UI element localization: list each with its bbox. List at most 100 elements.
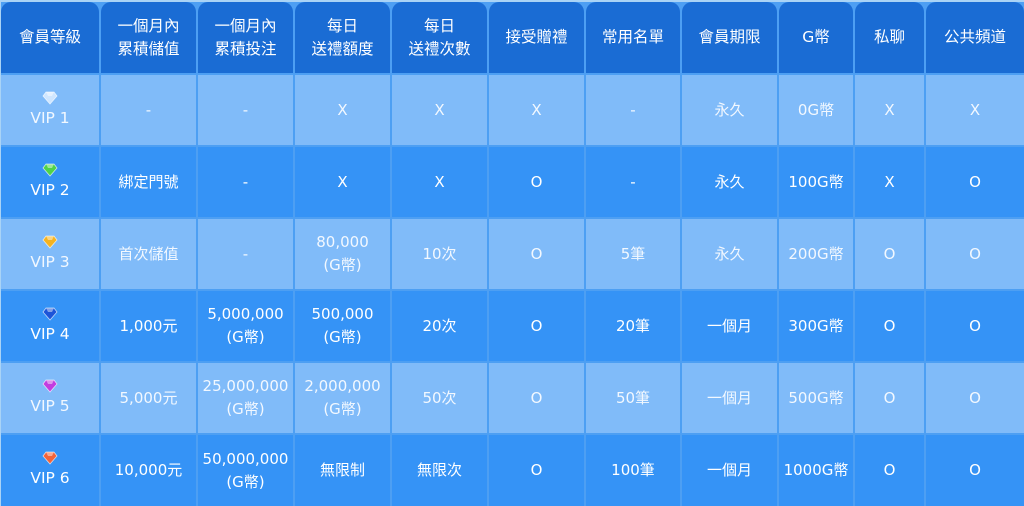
cell-text: - — [145, 100, 152, 119]
cell-text: 永久 — [714, 100, 745, 119]
cell-text: O — [969, 388, 981, 407]
cell-text: 會員等級 — [18, 28, 81, 46]
cell-text: 會員期限 — [698, 28, 761, 46]
cell-text: (G幣) — [226, 400, 265, 418]
cell-text: - — [242, 172, 249, 191]
table-cell: 永久 — [682, 147, 777, 217]
vip-level-cell: VIP 3 — [1, 219, 99, 289]
cell-text: (G幣) — [226, 328, 265, 346]
cell-text: 5,000元 — [119, 388, 178, 407]
cell-text: 80,000 — [316, 233, 369, 251]
table-cell: 50筆 — [586, 363, 680, 433]
vip-level-label: VIP 4 — [30, 324, 70, 343]
table-cell: O — [855, 435, 924, 506]
vip-level-cell: VIP 4 — [1, 291, 99, 361]
table-cell: 一個月 — [682, 363, 777, 433]
cell-text: G幣 — [802, 28, 830, 46]
cell-text: 100筆 — [611, 461, 655, 479]
cell-text: 一個月內 — [214, 16, 277, 35]
cell-text: 永久 — [714, 172, 745, 191]
cell-text: O — [883, 316, 896, 335]
cell-text: 一個月內 — [117, 16, 180, 35]
table-cell: 無限制 — [295, 435, 390, 506]
cell-text: 送禮次數 — [408, 39, 471, 58]
cell-text: 私聊 — [873, 28, 905, 46]
cell-text: 100G幣 — [788, 172, 844, 191]
vip-level-label: VIP 6 — [30, 469, 70, 487]
diamond-icon — [42, 307, 58, 321]
cell-text: X — [969, 100, 981, 119]
cell-text: 5,000,000 — [207, 305, 284, 323]
cell-text: 20筆 — [615, 316, 651, 335]
cell-text: (G幣) — [226, 472, 265, 491]
cell-text: 10次 — [422, 244, 457, 263]
table-cell: X — [295, 147, 390, 217]
column-header: 一個月內 累積儲值 — [101, 2, 196, 73]
table-cell: - — [198, 147, 293, 217]
table-cell: 500G幣 — [779, 363, 853, 433]
cell-text: 綁定門號 — [118, 172, 179, 191]
cell-text: 200G幣 — [788, 244, 844, 263]
vip-level-cell: VIP 5 — [1, 363, 99, 433]
cell-text: O — [883, 244, 896, 263]
table-cell: O — [926, 147, 1024, 217]
vip-level-cell: VIP 2 — [1, 147, 99, 217]
cell-text: 25,000,000 — [202, 377, 289, 395]
cell-text: O — [883, 388, 896, 407]
table-cell: 20次 — [392, 291, 487, 361]
column-header: 私聊 — [855, 2, 924, 73]
cell-text: O — [969, 172, 981, 191]
cell-text: 接受贈禮 — [505, 28, 568, 46]
cell-text: 1000G幣 — [783, 461, 849, 479]
table-cell: O — [489, 147, 584, 217]
table-cell: 永久 — [682, 75, 777, 145]
table-cell: 50次 — [392, 363, 487, 433]
column-header: 每日 送禮額度 — [295, 2, 390, 73]
diamond-icon — [42, 163, 58, 177]
cell-text: (G幣) — [323, 328, 362, 346]
table-cell: 一個月 — [682, 291, 777, 361]
cell-text: 常用名單 — [601, 28, 664, 46]
cell-text: 20次 — [422, 316, 457, 335]
cell-text: 累積儲值 — [117, 39, 180, 58]
cell-text: 10,000元 — [114, 461, 183, 479]
table-cell: - — [586, 147, 680, 217]
table-cell: X — [392, 147, 487, 217]
cell-text: 500,000 — [311, 305, 374, 323]
column-header: G幣 — [779, 2, 853, 73]
table-cell: 無限次 — [392, 435, 487, 506]
table-cell: 25,000,000 (G幣) — [198, 363, 293, 433]
table-cell: 一個月 — [682, 435, 777, 506]
table-cell: 100筆 — [586, 435, 680, 506]
table-cell: - — [101, 75, 196, 145]
cell-text: 永久 — [714, 244, 745, 263]
cell-text: - — [242, 244, 249, 263]
table-cell: 0G幣 — [779, 75, 853, 145]
cell-text: 50次 — [422, 388, 457, 407]
table-cell: X — [295, 75, 390, 145]
table-cell: 10次 — [392, 219, 487, 289]
table-cell: X — [855, 75, 924, 145]
table-cell: 首次儲值 — [101, 219, 196, 289]
cell-text: 公共頻道 — [943, 28, 1006, 46]
cell-text: 300G幣 — [788, 316, 844, 335]
cell-text: 每日 — [326, 16, 358, 35]
cell-text: - — [630, 100, 636, 119]
column-header: 會員等級 — [1, 2, 99, 73]
table-cell: 綁定門號 — [101, 147, 196, 217]
cell-text: 一個月 — [706, 316, 752, 335]
vip-level-label: VIP 1 — [30, 108, 70, 127]
table-cell: O — [855, 291, 924, 361]
cell-text: X — [337, 100, 348, 119]
table-cell: 80,000 (G幣) — [295, 219, 390, 289]
cell-text: O — [969, 244, 981, 263]
table-cell: 1,000元 — [101, 291, 196, 361]
table-cell: O — [489, 435, 584, 506]
table-cell: X — [392, 75, 487, 145]
cell-text: X — [434, 172, 445, 191]
table-cell: - — [198, 219, 293, 289]
table-cell: 永久 — [682, 219, 777, 289]
diamond-icon — [42, 235, 58, 249]
column-header: 接受贈禮 — [489, 2, 584, 73]
table-cell: X — [855, 147, 924, 217]
